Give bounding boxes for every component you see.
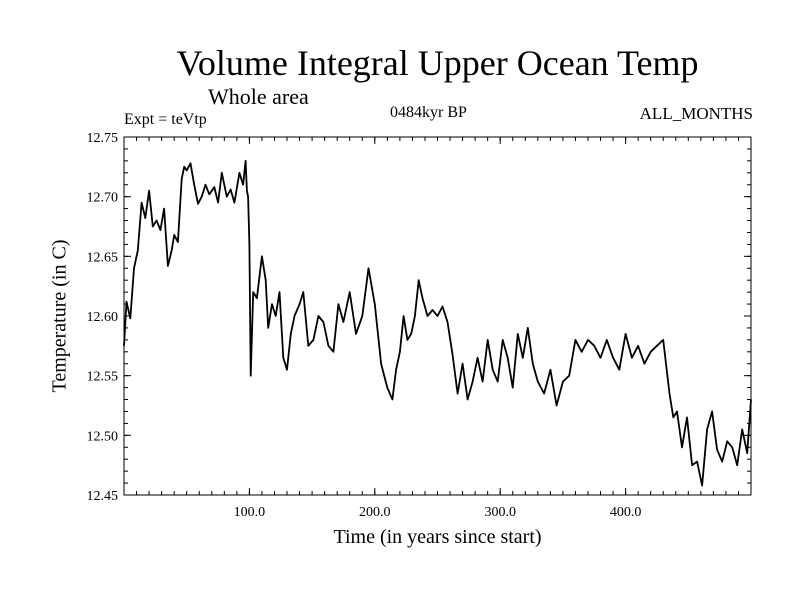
y-tick-label: 12.65 [87,250,119,265]
y-tick-label: 12.60 [87,310,119,325]
y-tick-label: 12.50 [87,429,119,444]
x-tick-label: 300.0 [484,505,516,520]
period-label: 0484kyr BP [390,104,467,121]
chart-subtitle: Whole area [208,84,309,109]
axis-ticks [123,136,752,496]
axis-tick-labels: 12.45 12.50 12.55 12.60 12.65 12.70 12.75 100.0… [87,131,642,520]
y-tick-label: 12.45 [87,489,119,504]
y-tick-label: 12.55 [87,370,119,385]
x-tick-label: 400.0 [610,505,642,520]
x-tick-label: 100.0 [234,505,266,520]
months-label: ALL_MONTHS [639,104,753,123]
x-tick-label: 200.0 [359,505,391,520]
chart-title: Volume Integral Upper Ocean Temp [176,43,699,83]
x-axis-label: Time (in years since start) [333,526,542,548]
y-tick-label: 12.70 [87,191,119,206]
temperature-series-line [123,160,752,487]
y-tick-label: 12.75 [87,131,119,146]
experiment-label: Expt = teVtp [124,111,207,128]
